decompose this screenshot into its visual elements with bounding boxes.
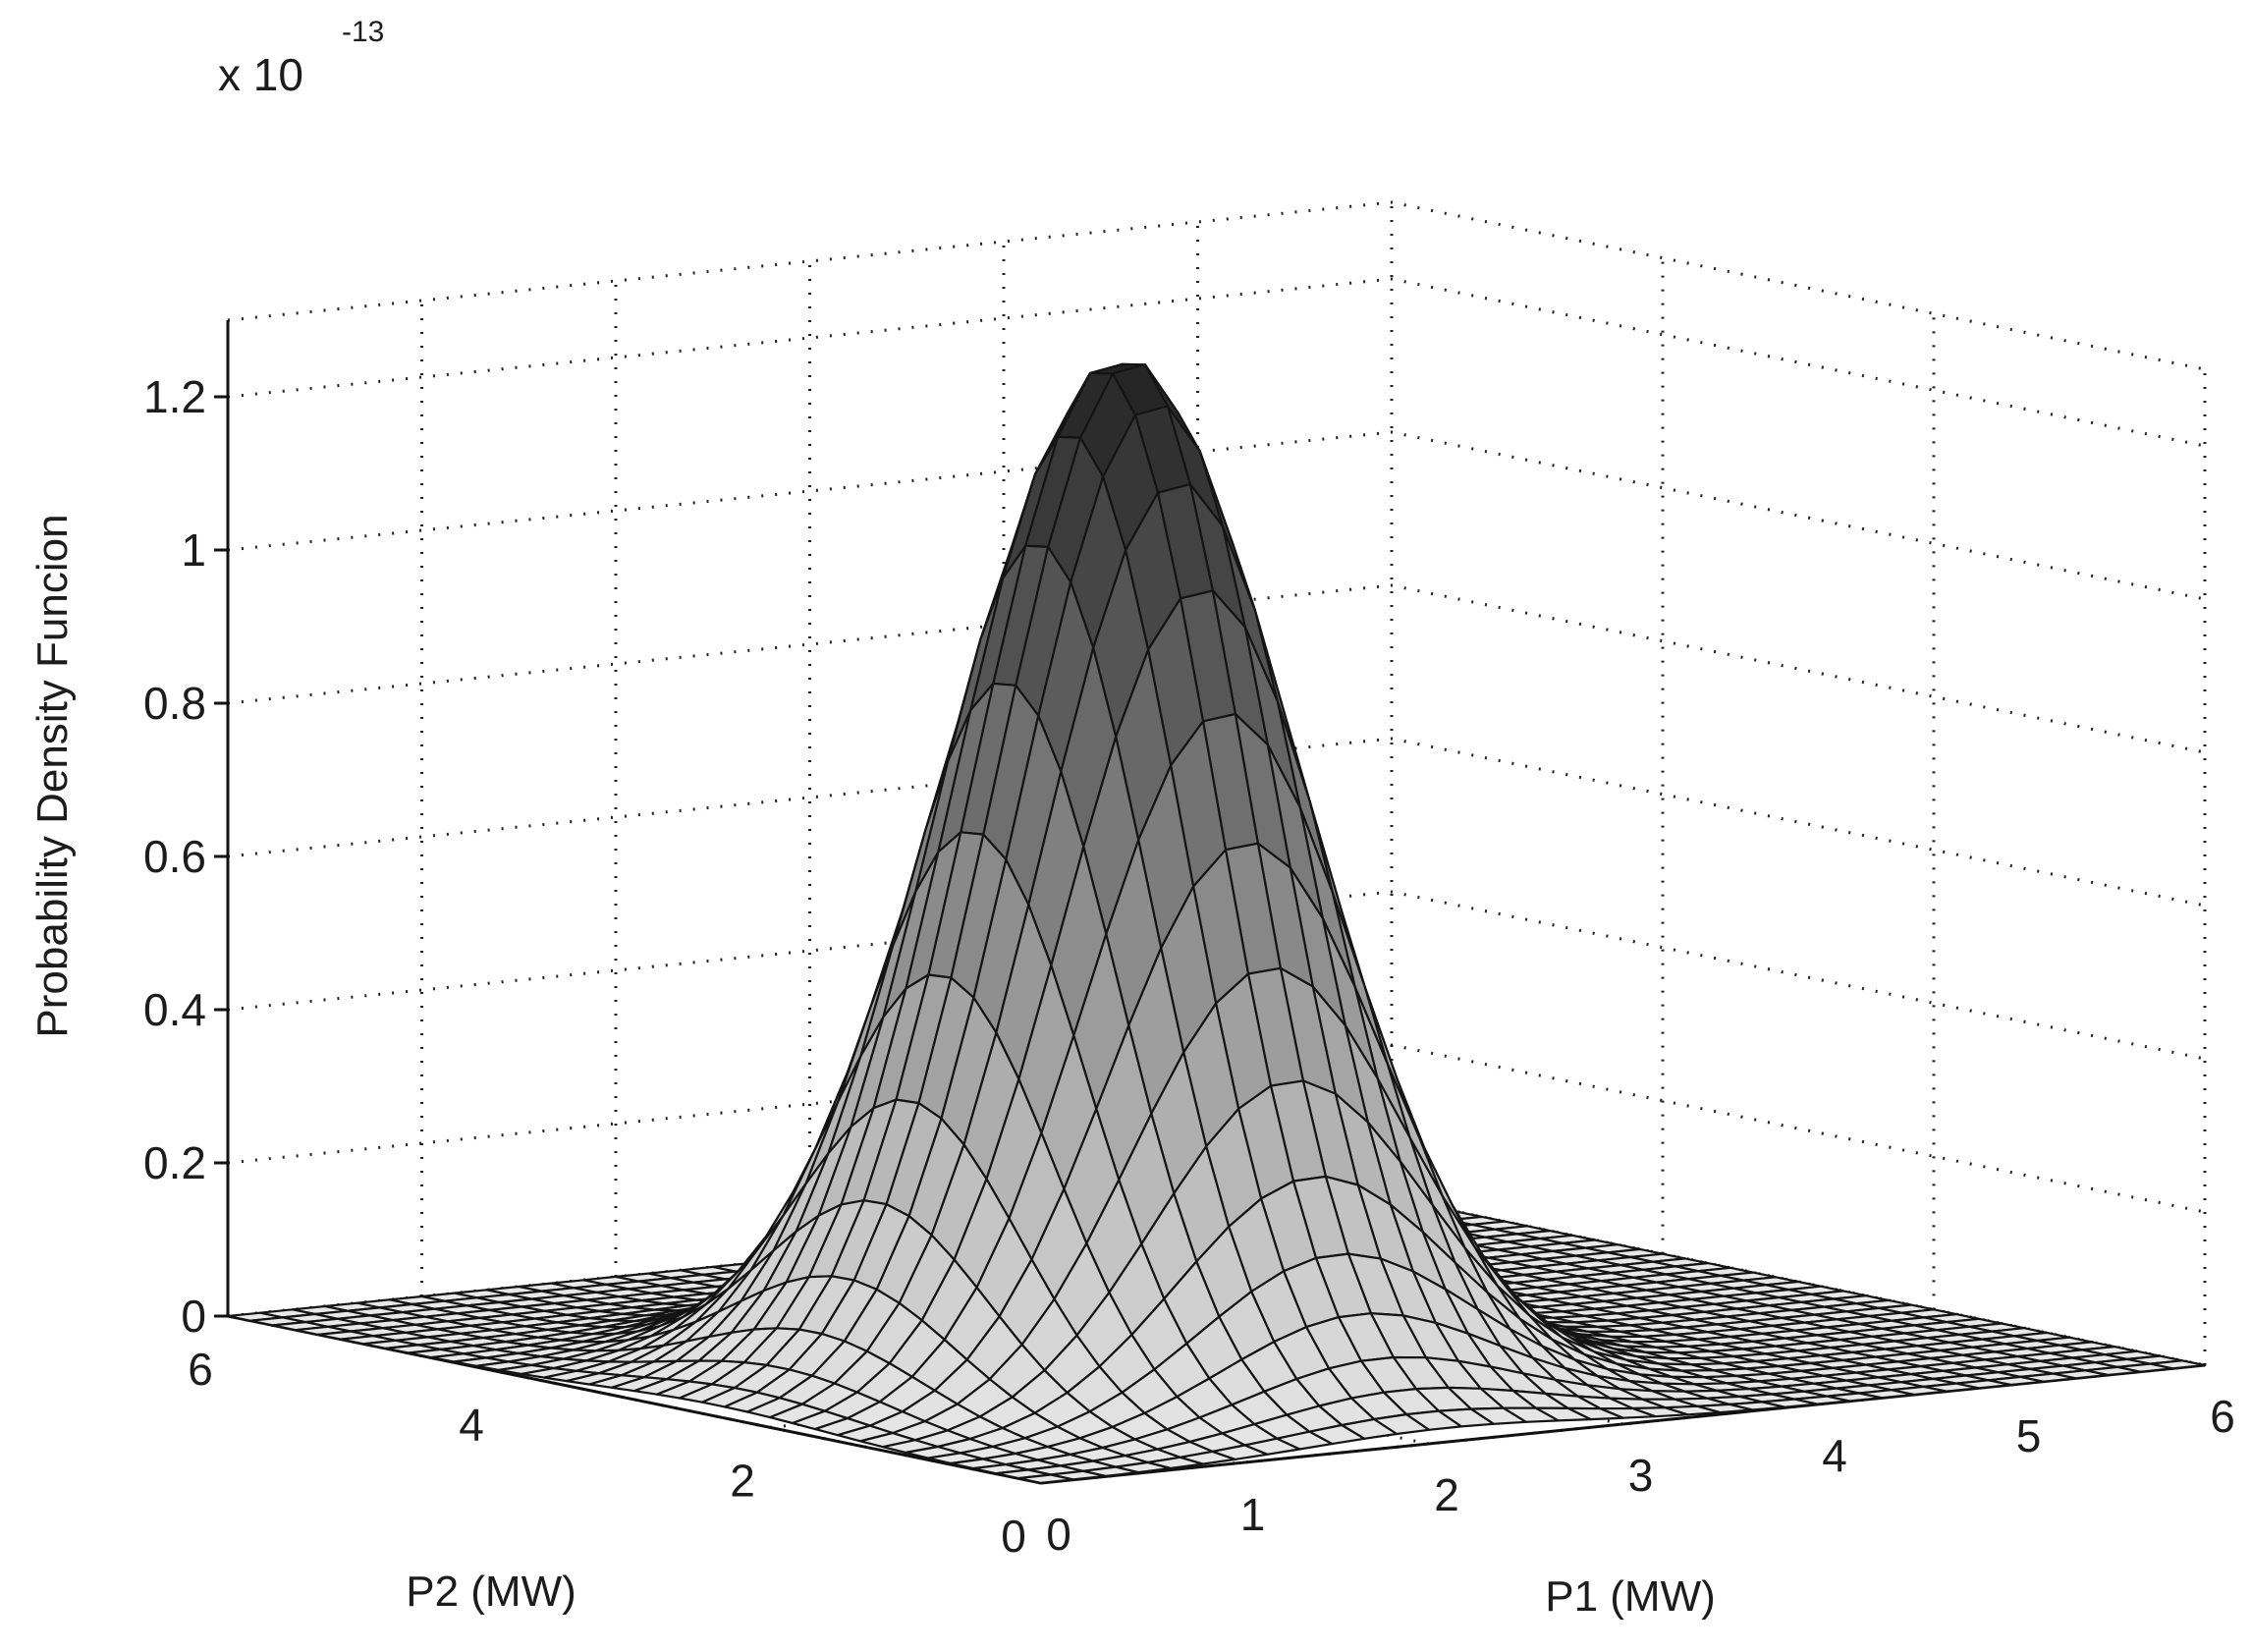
y-tick-label: 0 [1001,1511,1026,1562]
y-tick-label: 6 [188,1344,213,1395]
x-tick-label: 1 [1240,1489,1266,1540]
grid-line-z [227,737,2206,908]
grid-line-z [227,890,2206,1061]
axis-labels: Probability Density Funcion P1 (MW) P2 (… [28,16,2235,1621]
z-tick-label: 0.6 [143,831,206,882]
x-axis-label: P1 (MW) [1545,1572,1716,1621]
z-tick-label: 1.2 [143,371,206,422]
x-tick-label: 0 [1046,1509,1071,1560]
z-axis-label: Probability Density Funcion [28,514,77,1037]
z-tick-label: 0 [181,1291,206,1342]
grid-line-z [227,200,2206,371]
x-tick-label: 3 [1628,1450,1654,1501]
surface-mesh [226,362,2207,1485]
z-tick-label: 0.4 [143,984,206,1035]
x-tick-label: 5 [2016,1410,2042,1461]
y-tick-label: 4 [459,1400,484,1451]
x-tick-label: 2 [1434,1469,1459,1520]
z-tick-label: 0.8 [143,678,206,729]
z-multiplier: x 10 [218,49,303,100]
grid-line-z [227,277,2206,448]
y-axis-label: P2 (MW) [406,1568,576,1616]
x-tick-label: 4 [1822,1430,1847,1481]
y-tick-label: 2 [730,1455,755,1506]
z-multiplier-exponent: -13 [342,16,384,48]
x-tick-label: 6 [2210,1391,2235,1442]
grid-line-z [227,430,2206,601]
grid-line-z [227,583,2206,754]
z-multiplier-base: x 10 [218,49,303,100]
z-tick-label: 0.2 [143,1137,206,1188]
z-tick-label: 1 [181,524,206,576]
surface-cell [1016,1473,1075,1485]
